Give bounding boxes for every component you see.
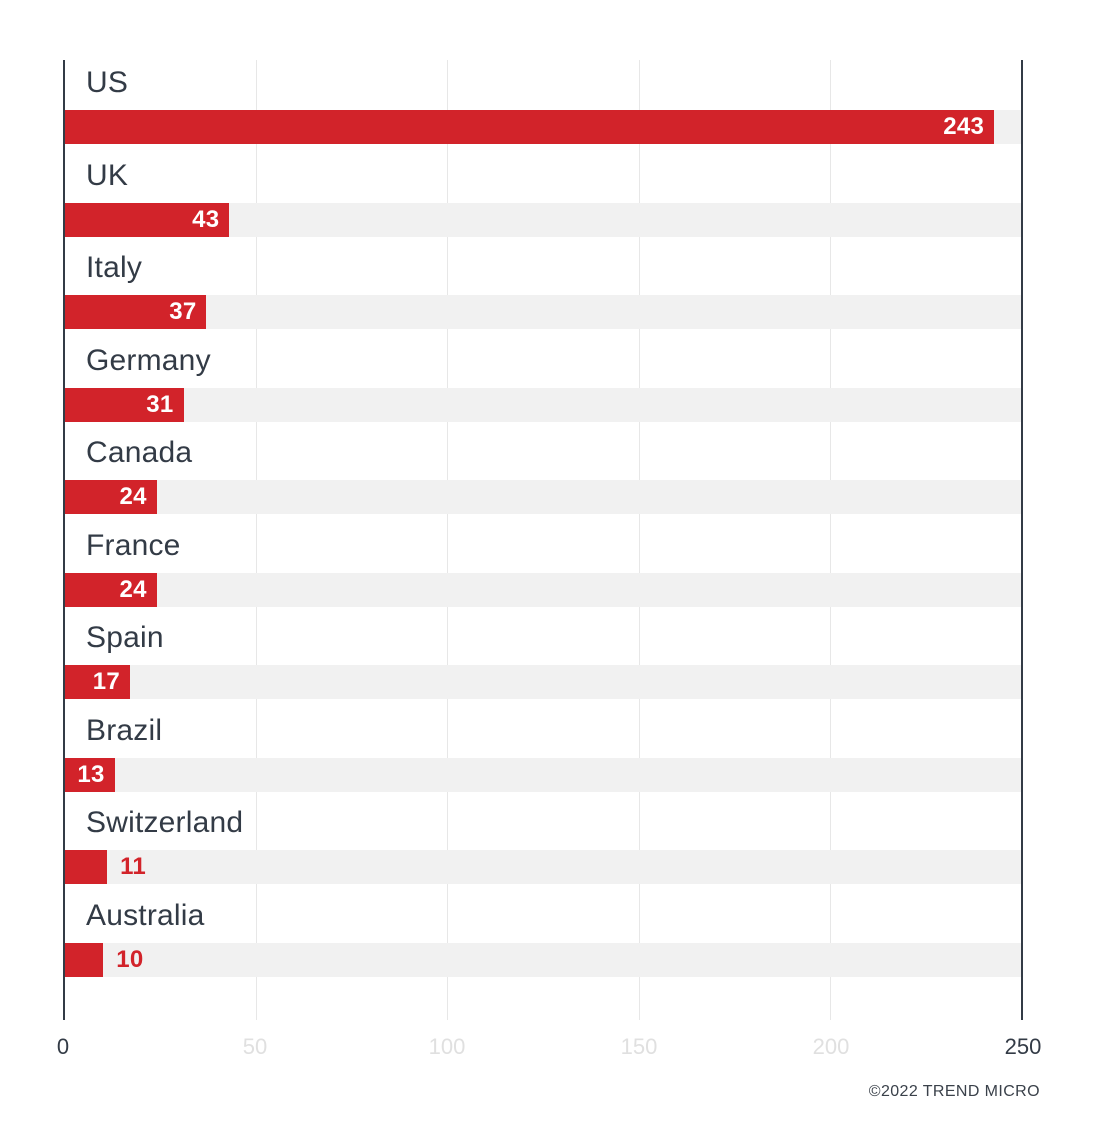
bar-track: 43 [65, 202, 1021, 237]
country-label: France [86, 528, 181, 562]
bar-track: 10 [65, 942, 1021, 977]
gridline [638, 60, 640, 1020]
gridline [256, 60, 258, 1020]
bar-value-label: 13 [77, 760, 105, 788]
bar-value-label: 17 [92, 668, 120, 695]
bar-rows: US 243 UK 43 Italy 37 Germany 31 Canada 24 France 2… [65, 60, 1021, 1020]
country-label: US [86, 66, 129, 99]
x-axis-tick-label: 50 [242, 1034, 268, 1059]
bar-row: Germany 31 [65, 338, 1021, 431]
bar-row: Brazil 13 [65, 708, 1021, 801]
bar-value-label: 24 [119, 483, 147, 510]
x-axis-tick-label: 250 [1004, 1034, 1042, 1059]
country-label: Australia [86, 898, 205, 932]
bar: 31 [65, 387, 184, 422]
bar-track: 37 [65, 295, 1021, 329]
bar: 24 [65, 480, 157, 514]
bar-track: 243 [65, 110, 1021, 144]
bar-track: 31 [65, 387, 1021, 422]
bar-value-label: 10 [116, 945, 144, 973]
country-label: Spain [86, 621, 164, 654]
country-label: UK [86, 158, 129, 192]
bar-row: UK 43 [65, 153, 1021, 246]
bar-row: Italy 37 [65, 245, 1021, 338]
bar-value-label: 11 [120, 853, 147, 880]
bar [65, 942, 104, 977]
x-axis: 0 50 100 150 200 250 [57, 1034, 1041, 1062]
country-label: Brazil [86, 713, 163, 747]
bar: 243 [65, 110, 995, 144]
bar: 37 [65, 295, 207, 329]
country-label: Canada [86, 436, 193, 469]
copyright-text: ©2022 TREND MICRO [868, 1083, 1040, 1100]
x-axis-tick-label: 0 [56, 1034, 70, 1059]
bar-value-label: 243 [943, 113, 985, 140]
bar-value-label: 37 [169, 298, 197, 325]
bar-row: Canada 24 [65, 430, 1021, 523]
bar-track: 11 [65, 850, 1021, 884]
x-axis-tick-label: 200 [812, 1034, 850, 1059]
bar: 13 [65, 757, 115, 792]
bar-value-label: 43 [192, 205, 220, 233]
bar-chart-plot: US 243 UK 43 Italy 37 Germany 31 Canada 24 France 2… [63, 60, 1023, 1020]
bar-row: Spain 17 [65, 615, 1021, 708]
bar-value-label: 31 [146, 390, 174, 418]
bar-value-label: 24 [119, 575, 147, 603]
bar [65, 850, 108, 884]
bar-row: Switzerland 11 [65, 800, 1021, 893]
bar: 17 [65, 665, 130, 699]
bar-track: 13 [65, 757, 1021, 792]
gridline [447, 60, 449, 1020]
bar: 24 [65, 572, 157, 607]
bar-track: 24 [65, 480, 1021, 514]
country-label: Switzerland [86, 806, 244, 839]
bar-row: France 24 [65, 523, 1021, 616]
x-axis-tick-label: 100 [428, 1034, 466, 1059]
country-label: Italy [86, 251, 143, 284]
bar: 43 [65, 202, 230, 237]
bar-row: US 243 [65, 60, 1021, 153]
gridline [829, 60, 831, 1020]
bar-track: 17 [65, 665, 1021, 699]
x-axis-tick-label: 150 [620, 1034, 658, 1059]
bar-track: 24 [65, 572, 1021, 607]
country-label: Germany [86, 343, 211, 377]
bar-row: Australia 10 [65, 893, 1021, 986]
